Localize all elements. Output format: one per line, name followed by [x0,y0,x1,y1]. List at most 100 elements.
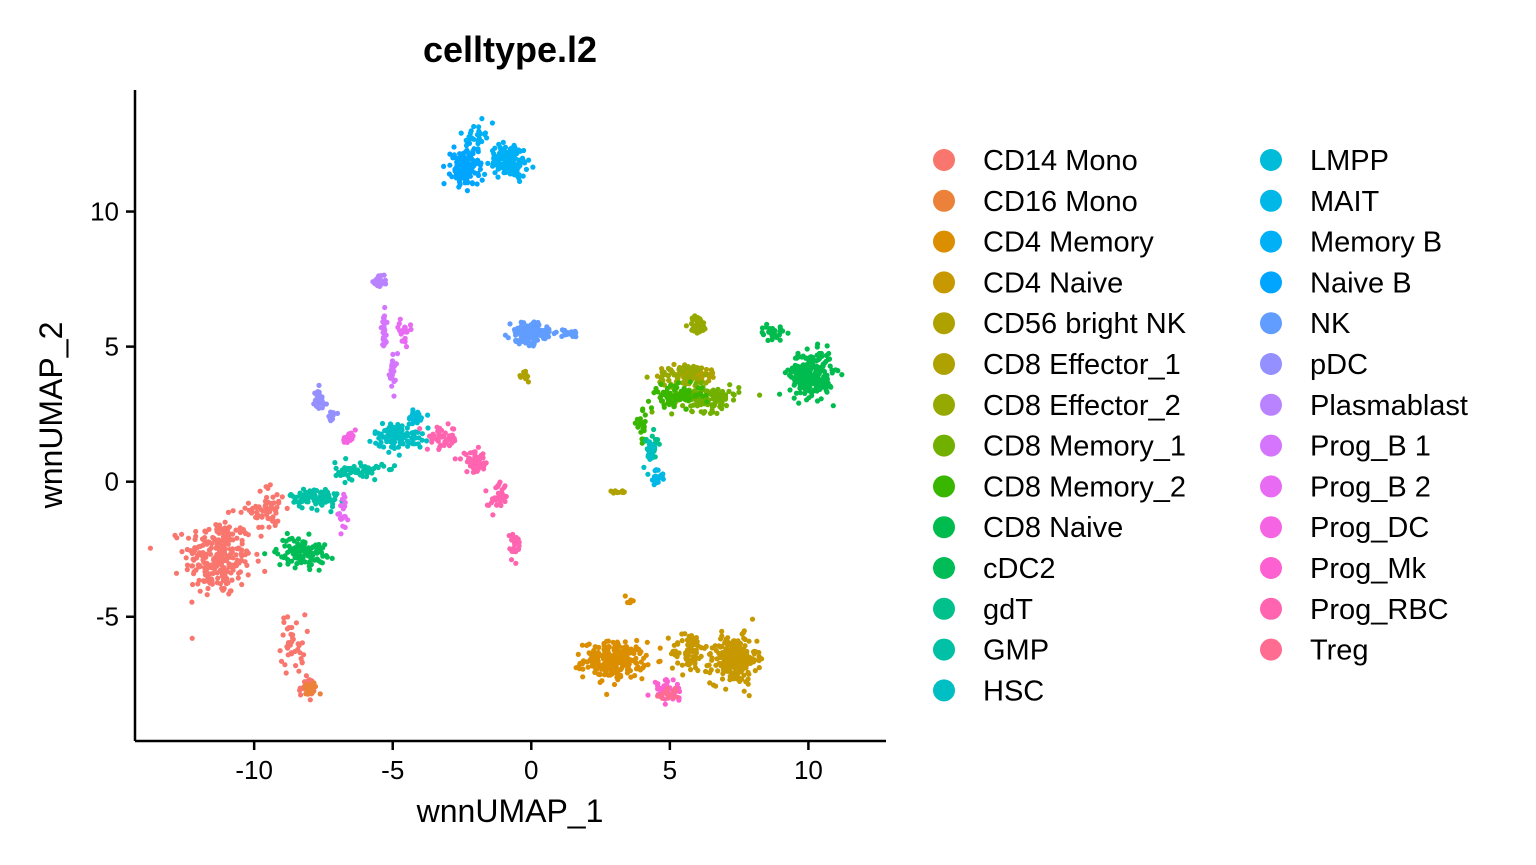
data-point [245,572,251,578]
data-point [680,672,686,678]
series-pdc [311,382,341,424]
data-point [726,388,732,394]
data-point [292,555,298,561]
data-point [209,581,215,587]
data-point [329,416,336,422]
data-point [638,666,644,672]
data-point [183,555,189,561]
series-cd16-mono [302,680,323,697]
data-point [193,528,199,535]
data-point [804,346,810,352]
data-point [341,491,347,497]
data-point [641,464,647,470]
data-point [386,424,392,430]
data-point [373,440,379,446]
data-point [508,557,515,563]
data-point [311,498,317,504]
data-point [815,357,822,363]
legend-item: Prog_Mk [1260,553,1427,585]
data-point [520,159,526,165]
data-point [821,368,827,374]
data-point [344,439,350,445]
data-point [525,379,532,385]
data-point [363,465,369,471]
data-point [381,272,387,278]
data-point [321,490,327,496]
data-point [811,372,818,378]
data-point [492,145,498,151]
data-point [289,558,295,564]
data-point [698,397,704,403]
data-point [631,650,637,657]
data-point [633,644,639,650]
data-point [756,649,762,656]
data-point [389,383,395,389]
data-point [679,662,685,668]
data-point [341,471,347,477]
data-point [519,325,525,331]
data-point [216,522,223,528]
data-point [757,392,763,398]
data-point [544,324,550,330]
data-point [285,561,291,567]
data-point [724,649,731,655]
data-point [316,541,322,548]
data-point [239,537,245,544]
data-point [708,391,714,398]
data-point [661,371,667,377]
data-point [714,656,720,662]
data-point [490,163,496,169]
legend-item: CD4 Memory [933,227,1154,259]
data-point [688,403,694,409]
data-point [510,170,516,176]
data-point [207,551,214,557]
data-point [690,654,696,660]
data-point [611,648,618,654]
data-point [580,674,586,680]
data-point [270,494,276,500]
data-point [283,538,289,544]
data-point [632,420,638,426]
legend-swatch [1260,557,1282,579]
data-point [615,677,621,683]
data-point [445,436,451,442]
data-point [245,500,251,506]
data-point [286,625,292,631]
legend-item: gdT [933,594,1033,626]
data-point [791,382,797,388]
data-point [742,654,749,660]
data-point [688,367,694,374]
data-point [681,385,687,391]
data-point [500,152,506,158]
data-point [664,393,670,399]
data-point [665,400,671,406]
data-point [763,324,770,330]
series-cd8-memory-2 [632,379,710,446]
data-point [614,639,621,645]
data-point [699,385,705,391]
data-point [375,464,381,471]
data-point [602,654,608,660]
data-point [653,473,659,479]
data-point [266,524,272,530]
data-point [242,505,248,511]
data-point [268,506,274,512]
data-point [302,612,308,618]
data-point [235,575,241,581]
data-point [474,181,480,187]
data-point [303,673,309,679]
legend-swatch [933,393,955,416]
legend: CD14 Mono CD16 Mono CD4 Memory CD4 Naive CD5… [933,145,1468,707]
data-point [409,421,415,427]
data-point [802,390,808,396]
data-point [517,178,523,184]
legend-label: CD16 Mono [983,186,1138,218]
data-point [372,477,378,483]
legend-swatch [933,557,955,579]
data-point [244,550,250,556]
data-point [610,639,616,645]
data-point [681,367,688,373]
data-point [404,425,410,431]
data-point [458,130,464,136]
data-point [208,576,214,582]
